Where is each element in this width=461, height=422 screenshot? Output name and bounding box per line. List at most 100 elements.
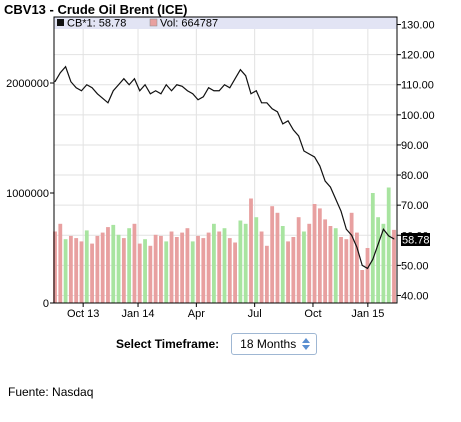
volume-tick-label: 2000000 xyxy=(6,78,49,90)
price-point xyxy=(160,93,162,95)
price-point xyxy=(65,66,66,68)
volume-bar xyxy=(137,243,142,303)
price-legend-swatch xyxy=(57,19,64,26)
volume-bar xyxy=(206,232,211,303)
volume-bar xyxy=(307,223,312,303)
legend-band xyxy=(54,17,397,29)
volume-bar xyxy=(53,231,57,303)
price-point xyxy=(245,75,247,77)
x-tick-label: Jan 14 xyxy=(122,308,155,320)
price-point xyxy=(377,243,379,245)
volume-bar xyxy=(312,204,317,303)
price-point xyxy=(234,78,236,80)
volume-bar xyxy=(63,239,68,303)
price-point xyxy=(372,258,374,260)
price-point xyxy=(239,69,241,71)
timeframe-selector: Select Timeframe: 18 Months xyxy=(116,331,318,357)
price-point xyxy=(393,238,395,240)
price-point xyxy=(81,90,82,92)
volume-bar xyxy=(217,231,222,303)
volume-bar xyxy=(106,227,110,303)
price-point xyxy=(128,84,130,86)
price-tick-label: 120.00 xyxy=(401,50,435,62)
price-point xyxy=(277,111,278,113)
volume-bar xyxy=(344,239,349,303)
price-point xyxy=(266,102,268,104)
price-tick-label: 70.00 xyxy=(401,200,429,212)
x-tick-label: Jan 15 xyxy=(351,308,384,320)
volume-bar xyxy=(323,219,328,303)
price-point xyxy=(134,78,135,80)
volume-bar xyxy=(127,228,132,303)
volume-bar xyxy=(159,235,163,303)
price-point xyxy=(208,87,210,89)
volume-bar xyxy=(100,232,105,303)
x-tick-label: Oct xyxy=(304,308,321,320)
volume-bar xyxy=(365,248,370,303)
volume-bar xyxy=(302,231,306,303)
volume-bar xyxy=(376,217,381,303)
price-point xyxy=(361,264,363,266)
price-point xyxy=(351,234,353,236)
price-point xyxy=(181,85,183,87)
price-point xyxy=(271,108,273,110)
price-point xyxy=(202,96,204,98)
volume-bar xyxy=(339,237,343,303)
price-point xyxy=(292,129,294,131)
timeframe-dropdown[interactable]: 18 Months xyxy=(231,333,318,355)
price-point xyxy=(218,90,220,92)
volume-tick-label: 0 xyxy=(43,298,49,310)
price-tick-label: 80.00 xyxy=(401,170,429,182)
price-point xyxy=(356,246,358,248)
volume-bar xyxy=(222,228,227,303)
volume-bar xyxy=(121,238,126,303)
volume-bar xyxy=(333,228,338,303)
volume-bar xyxy=(270,206,275,303)
volume-bar xyxy=(116,234,121,303)
volume-bar xyxy=(164,241,169,303)
price-tick-label: 50.00 xyxy=(401,260,429,272)
price-point xyxy=(75,87,77,89)
price-point xyxy=(308,153,310,155)
price-point xyxy=(345,228,347,230)
volume-legend-swatch xyxy=(149,18,158,27)
price-point xyxy=(314,156,315,158)
price-point xyxy=(187,90,188,92)
price-series xyxy=(54,65,395,270)
volume-bar xyxy=(259,231,264,303)
volume-tick-label: 1000000 xyxy=(6,188,49,200)
volume-bar xyxy=(349,212,354,303)
price-point xyxy=(102,97,104,99)
timeframe-label: Select Timeframe: xyxy=(116,337,220,351)
price-point xyxy=(139,90,141,92)
price-tick-label: 130.00 xyxy=(401,20,435,32)
volume-bar xyxy=(84,230,89,303)
volume-bar xyxy=(264,245,269,303)
price-point xyxy=(123,78,125,80)
up-down-arrows-icon xyxy=(302,338,311,350)
volume-bar xyxy=(317,208,322,303)
volume-bar xyxy=(132,223,137,303)
price-point xyxy=(91,87,93,89)
price-point xyxy=(340,210,342,212)
legend: CB*1: 58.78 Vol: 664787 xyxy=(54,17,397,30)
source-note: Fuente: Nasdaq xyxy=(8,385,94,399)
price-point xyxy=(176,84,178,86)
price-tick-label: 90.00 xyxy=(401,140,429,152)
volume-bar xyxy=(153,234,158,303)
price-point xyxy=(250,93,252,95)
price-point xyxy=(287,120,289,122)
price-point xyxy=(388,235,390,237)
price-point xyxy=(367,267,368,269)
volume-bar xyxy=(355,232,359,303)
price-tick-label: 100.00 xyxy=(401,110,435,122)
volume-bar xyxy=(111,224,116,303)
price-point xyxy=(213,90,215,92)
price-point xyxy=(70,81,72,83)
price-point xyxy=(335,198,337,200)
volume-bar xyxy=(169,231,174,303)
volume-bar xyxy=(90,243,94,303)
volume-bar xyxy=(212,223,216,303)
price-point xyxy=(118,84,119,86)
volume-bar xyxy=(95,235,100,303)
